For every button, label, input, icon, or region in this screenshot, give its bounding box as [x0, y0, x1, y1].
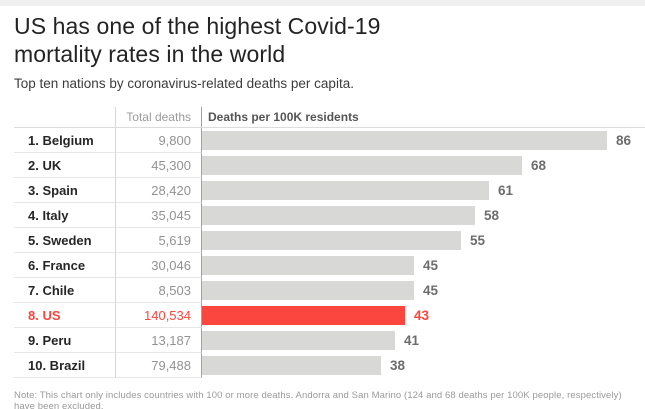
per-100k-value: 86 — [616, 133, 632, 148]
table-row: 10. Brazil 79,488 38 — [14, 353, 645, 378]
rank-country-label: 4. Italy — [28, 207, 69, 223]
mortality-table: Total deaths Deaths per 100K residents 1… — [14, 107, 645, 378]
total-deaths-value: 28,420 — [151, 182, 191, 198]
total-deaths-value: 140,534 — [144, 307, 191, 323]
rank-country-label: 6. France — [28, 257, 86, 273]
header-country-column — [14, 107, 116, 127]
rank-country-label: 10. Brazil — [28, 357, 86, 373]
rank-country-label: 1. Belgium — [28, 132, 94, 148]
rank-country-label: 2. UK — [28, 157, 62, 173]
per-100k-value: 61 — [498, 183, 514, 198]
column-header-per-100k: Deaths per 100K residents — [208, 110, 359, 124]
table-row: 6. France 30,046 45 — [14, 253, 645, 278]
table-header-row: Total deaths Deaths per 100K residents — [14, 107, 645, 128]
table-row: 2. UK 45,300 68 — [14, 153, 645, 178]
rank-country-label: 7. Chile — [28, 282, 75, 298]
total-deaths-value: 30,046 — [151, 257, 191, 273]
chart-subtitle: Top ten nations by coronavirus-related d… — [14, 76, 354, 91]
total-deaths-value: 35,045 — [151, 207, 191, 223]
column-header-total-deaths: Total deaths — [116, 107, 202, 127]
per-100k-bar — [202, 156, 522, 175]
per-100k-value: 43 — [414, 308, 430, 323]
total-deaths-value: 45,300 — [151, 157, 191, 173]
total-deaths-value: 79,488 — [151, 357, 191, 373]
per-100k-bar — [202, 256, 414, 275]
chart-title-line1: US has one of the highest Covid-19 — [14, 13, 381, 39]
table-row: 3. Spain 28,420 61 — [14, 178, 645, 203]
table-row: 9. Peru 13,187 41 — [14, 328, 645, 353]
per-100k-value: 45 — [423, 258, 439, 273]
per-100k-bar — [202, 206, 475, 225]
total-deaths-value: 5,619 — [158, 232, 191, 248]
table-row: 8. US 140,534 43 — [14, 303, 645, 328]
rank-country-label: 3. Spain — [28, 182, 78, 198]
table-row: 5. Sweden 5,619 55 — [14, 228, 645, 253]
rank-country-label: 8. US — [28, 307, 61, 323]
total-deaths-value: 9,800 — [158, 132, 191, 148]
chart-title: US has one of the highest Covid-19 mortal… — [14, 12, 645, 68]
total-deaths-value: 8,503 — [158, 282, 191, 298]
chart-note: Note: This chart only includes countries… — [14, 390, 622, 409]
chart-title-line2: mortality rates in the world — [14, 41, 286, 67]
per-100k-value: 41 — [404, 333, 420, 348]
per-100k-value: 68 — [531, 158, 547, 173]
per-100k-value: 38 — [390, 358, 406, 373]
per-100k-bar — [202, 281, 414, 300]
page-top-strip — [0, 0, 645, 6]
per-100k-bar — [202, 306, 405, 325]
per-100k-bar — [202, 356, 381, 375]
table-row: 1. Belgium 9,800 86 — [14, 128, 645, 153]
rank-country-label: 9. Peru — [28, 332, 72, 348]
per-100k-bar — [202, 331, 395, 350]
total-deaths-value: 13,187 — [151, 332, 191, 348]
per-100k-bar — [202, 181, 489, 200]
per-100k-bar — [202, 131, 607, 150]
per-100k-value: 45 — [423, 283, 439, 298]
rank-country-label: 5. Sweden — [28, 232, 92, 248]
per-100k-value: 55 — [470, 233, 486, 248]
table-row: 4. Italy 35,045 58 — [14, 203, 645, 228]
table-body: 1. Belgium 9,800 86 2. UK 45,300 68 3. S… — [14, 128, 645, 378]
table-row: 7. Chile 8,503 45 — [14, 278, 645, 303]
per-100k-value: 58 — [484, 208, 500, 223]
per-100k-bar — [202, 231, 461, 250]
